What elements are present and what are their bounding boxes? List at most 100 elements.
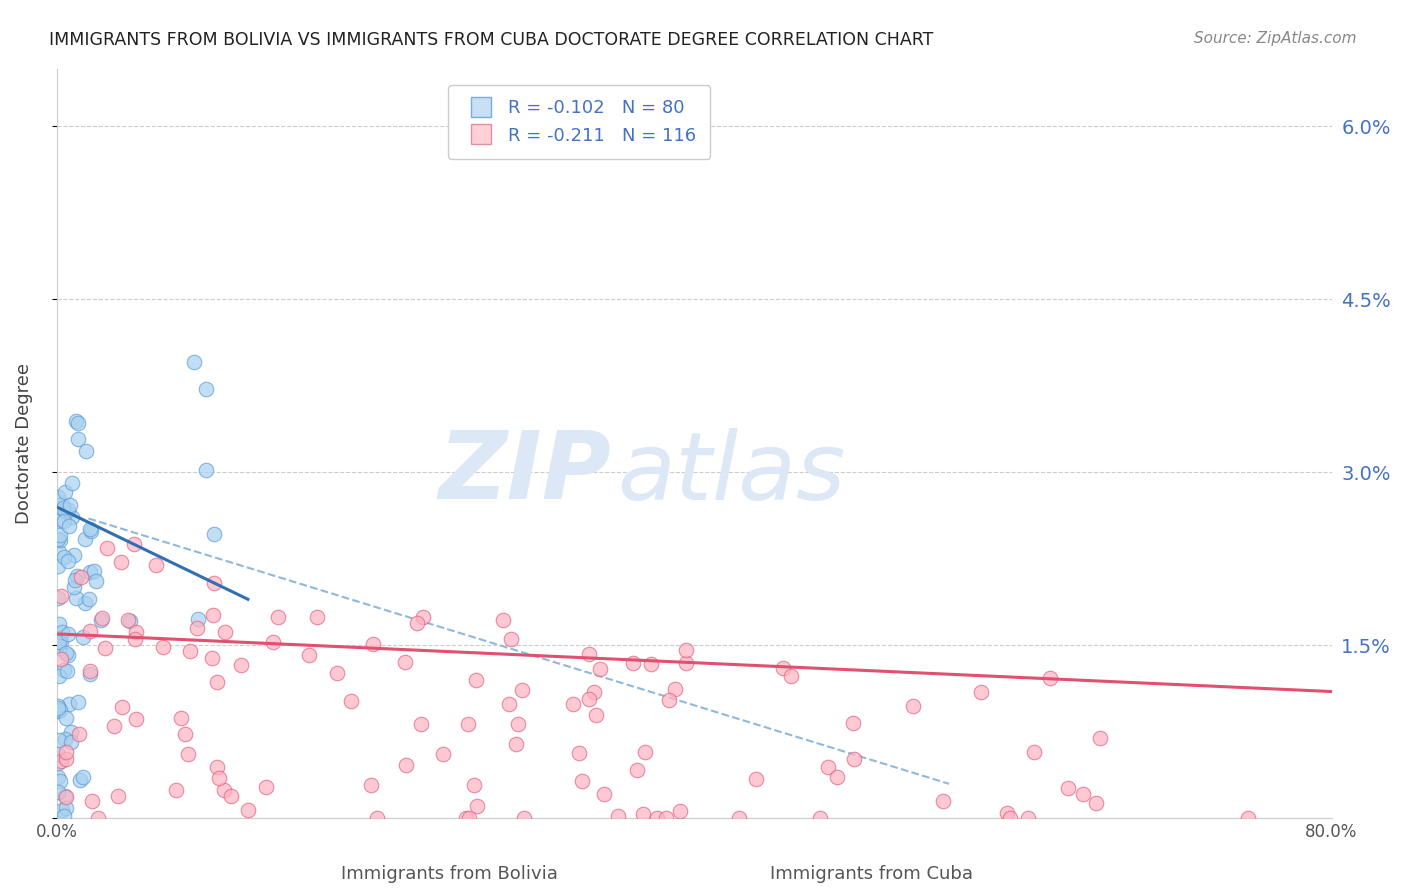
Point [53,809,76,823]
Point [59,734,82,748]
Point [77,592,100,607]
Point [59,498,82,512]
Point [62,509,84,524]
Point [207,771,229,785]
Point [75,596,97,610]
Point [165,783,187,797]
Point [1085,797,1108,811]
Point [201,608,224,623]
Point [58,626,80,640]
Point [998,812,1021,826]
Point [589,662,612,676]
Point [55,504,77,518]
Point [67,433,90,447]
Point [51,497,73,511]
Point [83,564,105,578]
Point [593,787,616,801]
Point [125,713,148,727]
Point [780,669,803,683]
Point [395,758,418,772]
Point [499,632,522,647]
Point [73,532,96,546]
Point [53,789,76,804]
Point [58,697,80,711]
Text: IMMIGRANTS FROM BOLIVIA VS IMMIGRANTS FROM CUBA DOCTORATE DEGREE CORRELATION CHA: IMMIGRANTS FROM BOLIVIA VS IMMIGRANTS FR… [49,31,934,49]
Point [125,625,148,640]
Point [585,708,607,723]
Point [1039,671,1062,685]
Point [48,617,70,632]
Point [361,637,384,651]
Point [69,570,91,584]
Point [55,745,77,759]
Point [360,779,382,793]
Point [808,812,831,826]
Text: atlas: atlas [617,428,846,519]
Point [48,669,70,683]
Point [110,555,132,569]
Text: Source: ZipAtlas.com: Source: ZipAtlas.com [1194,31,1357,46]
Point [48,640,70,655]
Text: Immigrants from Bolivia: Immigrants from Bolivia [342,864,558,882]
Point [195,382,218,396]
Point [640,657,662,671]
Point [111,700,134,714]
Text: Immigrants from Cuba: Immigrants from Cuba [770,864,973,882]
Point [212,782,235,797]
Point [65,414,87,428]
Point [52,549,75,564]
Point [772,661,794,675]
Point [645,812,668,826]
Point [219,789,242,803]
Point [512,812,534,826]
Point [58,648,80,662]
Point [46,747,69,761]
Point [51,624,73,639]
Point [932,794,955,808]
Point [231,657,253,672]
Point [53,732,76,747]
Point [205,675,228,690]
Point [177,747,200,762]
Point [145,558,167,572]
Point [49,631,72,645]
Point [664,682,686,697]
Point [46,591,69,606]
Point [52,664,75,678]
Point [405,616,427,631]
Point [457,717,479,731]
Point [675,643,697,657]
Point [53,485,76,500]
Point [583,684,606,698]
Point [510,682,533,697]
Point [93,640,115,655]
Point [67,695,90,709]
Point [568,746,591,760]
Point [411,717,433,731]
Point [56,554,79,568]
Point [187,612,209,626]
Point [60,476,83,491]
Point [1022,745,1045,759]
Point [80,524,103,538]
Point [214,624,236,639]
Point [56,664,79,678]
Point [204,576,226,591]
Point [51,803,73,817]
Point [267,610,290,624]
Point [79,667,101,681]
Point [201,651,224,665]
Point [120,614,142,628]
Point [69,773,91,788]
Point [202,526,225,541]
Point [52,514,75,528]
Point [174,727,197,741]
Point [46,558,69,573]
Point [1088,731,1111,745]
Point [79,624,101,638]
Point [55,711,77,725]
Point [505,737,527,751]
Point [457,810,479,824]
Point [817,760,839,774]
Point [63,573,86,587]
